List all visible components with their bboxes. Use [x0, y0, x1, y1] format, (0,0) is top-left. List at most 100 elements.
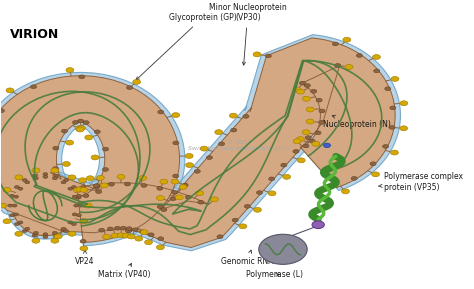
Circle shape [54, 234, 59, 237]
Circle shape [75, 195, 81, 199]
Circle shape [76, 187, 84, 192]
Circle shape [229, 113, 237, 118]
Circle shape [158, 237, 164, 241]
Circle shape [306, 107, 314, 112]
Circle shape [400, 126, 408, 131]
Circle shape [61, 129, 67, 133]
Circle shape [107, 227, 113, 231]
Circle shape [309, 139, 315, 143]
Circle shape [173, 174, 179, 178]
Circle shape [319, 121, 325, 124]
Circle shape [133, 79, 141, 84]
Circle shape [316, 98, 322, 102]
Circle shape [400, 101, 408, 106]
Circle shape [300, 81, 306, 85]
Circle shape [373, 55, 381, 60]
Circle shape [72, 186, 76, 189]
Circle shape [296, 137, 304, 142]
Circle shape [14, 213, 18, 216]
Circle shape [157, 186, 163, 190]
Circle shape [73, 188, 81, 192]
Circle shape [179, 184, 187, 189]
Circle shape [345, 64, 353, 69]
Circle shape [175, 195, 183, 200]
Circle shape [185, 153, 193, 158]
Circle shape [122, 233, 130, 238]
Text: Polymerase (L): Polymerase (L) [246, 271, 303, 279]
Circle shape [304, 84, 310, 88]
Circle shape [0, 109, 5, 113]
Circle shape [293, 87, 301, 92]
Circle shape [68, 231, 76, 236]
Circle shape [200, 146, 208, 151]
Circle shape [210, 197, 219, 202]
Circle shape [351, 177, 357, 180]
Circle shape [54, 234, 62, 239]
Circle shape [186, 163, 193, 168]
Circle shape [389, 125, 395, 129]
Circle shape [99, 228, 105, 232]
Circle shape [53, 146, 59, 150]
Circle shape [78, 126, 85, 131]
Circle shape [43, 233, 48, 236]
Circle shape [97, 175, 104, 180]
Circle shape [182, 183, 188, 187]
Circle shape [124, 182, 130, 186]
Circle shape [80, 188, 88, 192]
Polygon shape [0, 38, 395, 247]
Circle shape [323, 143, 330, 148]
Circle shape [64, 229, 69, 233]
Circle shape [25, 181, 30, 184]
Circle shape [117, 174, 125, 179]
Circle shape [156, 196, 164, 201]
Circle shape [14, 223, 19, 226]
Circle shape [22, 179, 27, 182]
Circle shape [75, 126, 83, 131]
Circle shape [374, 69, 380, 73]
Circle shape [139, 230, 146, 234]
Circle shape [22, 229, 27, 233]
Circle shape [302, 96, 310, 101]
Circle shape [145, 240, 153, 245]
Circle shape [3, 219, 11, 224]
Circle shape [74, 204, 79, 207]
Circle shape [18, 187, 23, 190]
Circle shape [217, 235, 223, 239]
Circle shape [78, 119, 84, 123]
Circle shape [372, 172, 380, 177]
Circle shape [244, 204, 250, 208]
Circle shape [83, 121, 89, 125]
Circle shape [297, 158, 305, 163]
Circle shape [91, 155, 99, 160]
Circle shape [312, 221, 324, 229]
Circle shape [370, 162, 376, 166]
Circle shape [63, 162, 70, 166]
Circle shape [0, 203, 7, 208]
Circle shape [12, 204, 17, 207]
Circle shape [84, 203, 92, 208]
Circle shape [76, 127, 84, 132]
Circle shape [102, 168, 109, 171]
Circle shape [32, 238, 40, 243]
Circle shape [68, 175, 76, 180]
Circle shape [126, 227, 132, 231]
Circle shape [43, 236, 48, 238]
Text: © 2010
Swiss Institute of Bioinformatics: © 2010 Swiss Institute of Bioinformatics [189, 140, 290, 151]
Circle shape [65, 140, 73, 145]
Circle shape [215, 130, 223, 135]
Circle shape [356, 53, 363, 58]
Circle shape [170, 197, 176, 201]
Circle shape [310, 89, 317, 93]
Circle shape [32, 168, 40, 173]
Circle shape [15, 175, 23, 180]
Circle shape [243, 114, 249, 118]
Circle shape [172, 190, 178, 194]
Circle shape [96, 190, 102, 194]
Circle shape [76, 214, 82, 217]
Circle shape [79, 75, 85, 79]
Circle shape [391, 150, 398, 155]
Circle shape [93, 184, 100, 188]
Circle shape [306, 119, 314, 124]
Text: Genomic RNA: Genomic RNA [221, 250, 274, 266]
Circle shape [80, 239, 86, 243]
